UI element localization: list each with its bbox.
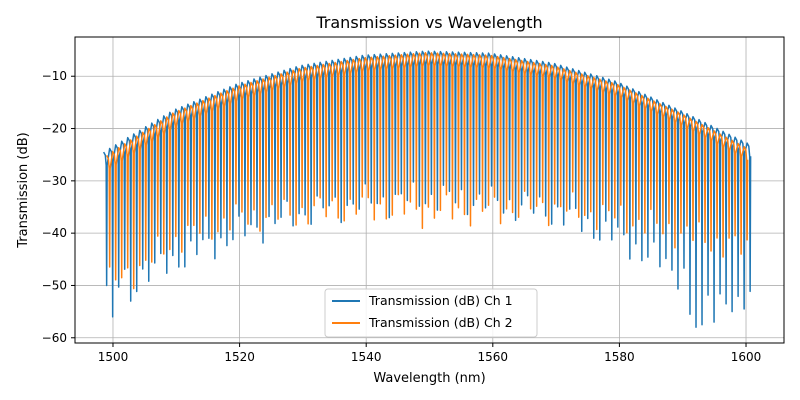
- x-tick-label: 1540: [351, 350, 382, 364]
- y-tick-label: −60: [42, 331, 67, 345]
- y-tick-label: −30: [42, 174, 67, 188]
- legend-label-ch1: Transmission (dB) Ch 1: [368, 293, 513, 308]
- x-tick-label: 1520: [224, 350, 255, 364]
- series-line-ch2: [105, 52, 749, 290]
- y-tick-label: −10: [42, 69, 67, 83]
- legend-box: [324, 288, 538, 338]
- x-tick-label: 1560: [478, 350, 509, 364]
- x-tick-label: 1580: [604, 350, 635, 364]
- x-axis-label: Wavelength (nm): [373, 371, 485, 386]
- legend-label-ch2: Transmission (dB) Ch 2: [368, 315, 513, 330]
- x-tick-label: 1600: [731, 350, 762, 364]
- plot-frame: [74, 36, 785, 344]
- ticks: 1500 1520 1540 1560 1580 1600 −60 −50 −40 −30 −20 −…: [42, 69, 762, 364]
- series-layer: [102, 50, 752, 329]
- y-tick-label: −20: [42, 122, 67, 136]
- chart-title: Transmission vs Wavelength: [315, 13, 542, 32]
- legend: Transmission (dB) Ch 1 Transmission (dB)…: [324, 288, 538, 338]
- y-axis-label: Transmission (dB): [16, 132, 31, 248]
- x-tick-label: 1500: [98, 350, 129, 364]
- y-tick-label: −40: [42, 226, 67, 240]
- y-tick-label: −50: [42, 278, 67, 292]
